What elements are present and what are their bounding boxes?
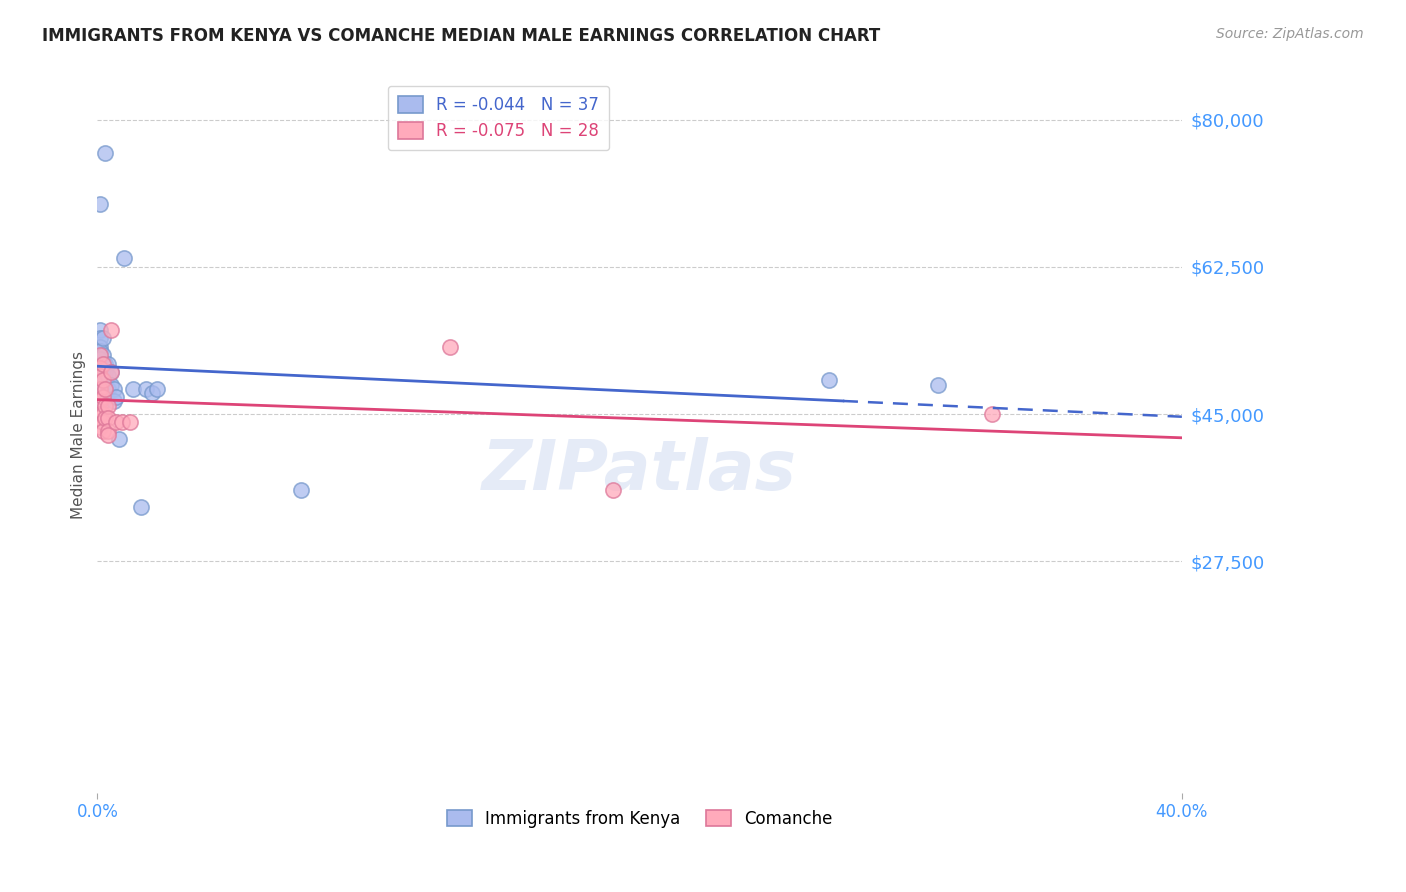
Point — [89, 369, 111, 384]
Point — [89, 323, 111, 337]
Point — [91, 365, 114, 379]
Point — [927, 377, 949, 392]
Point — [121, 382, 143, 396]
Point — [94, 357, 117, 371]
Point — [91, 394, 114, 409]
Point — [602, 483, 624, 497]
Point — [94, 146, 117, 161]
Point — [91, 377, 114, 392]
Point — [97, 382, 120, 396]
Point — [89, 196, 111, 211]
Point — [141, 386, 163, 401]
Point — [89, 369, 111, 384]
Point — [89, 340, 111, 354]
Point — [89, 360, 111, 375]
Point — [100, 365, 122, 379]
Point — [981, 407, 1004, 421]
Point — [89, 348, 111, 362]
Point — [818, 373, 841, 387]
Point — [103, 382, 125, 396]
Point — [97, 399, 120, 413]
Point — [91, 373, 114, 387]
Point — [114, 252, 136, 266]
Point — [89, 360, 111, 375]
Point — [89, 407, 111, 421]
Point — [94, 399, 117, 413]
Point — [89, 343, 111, 358]
Point — [91, 424, 114, 438]
Point — [290, 483, 312, 497]
Point — [118, 416, 141, 430]
Point — [97, 411, 120, 425]
Point — [91, 357, 114, 371]
Point — [94, 365, 117, 379]
Point — [439, 340, 461, 354]
Point — [89, 382, 111, 396]
Point — [100, 377, 122, 392]
Point — [89, 394, 111, 409]
Point — [91, 373, 114, 387]
Text: IMMIGRANTS FROM KENYA VS COMANCHE MEDIAN MALE EARNINGS CORRELATION CHART: IMMIGRANTS FROM KENYA VS COMANCHE MEDIAN… — [42, 27, 880, 45]
Point — [105, 390, 128, 404]
Point — [89, 352, 111, 367]
Point — [91, 331, 114, 345]
Point — [91, 416, 114, 430]
Point — [100, 365, 122, 379]
Point — [91, 407, 114, 421]
Point — [100, 323, 122, 337]
Point — [105, 416, 128, 430]
Point — [103, 394, 125, 409]
Point — [89, 419, 111, 434]
Point — [94, 411, 117, 425]
Point — [94, 382, 117, 396]
Point — [91, 348, 114, 362]
Point — [97, 424, 120, 438]
Point — [97, 369, 120, 384]
Text: ZIPatlas: ZIPatlas — [482, 437, 797, 504]
Point — [89, 331, 111, 345]
Point — [97, 428, 120, 442]
Point — [146, 382, 169, 396]
Y-axis label: Median Male Earnings: Median Male Earnings — [72, 351, 86, 519]
Point — [129, 500, 152, 514]
Point — [91, 386, 114, 401]
Point — [91, 390, 114, 404]
Point — [108, 432, 131, 446]
Point — [97, 357, 120, 371]
Legend: Immigrants from Kenya, Comanche: Immigrants from Kenya, Comanche — [440, 803, 839, 834]
Point — [111, 416, 134, 430]
Point — [94, 373, 117, 387]
Text: Source: ZipAtlas.com: Source: ZipAtlas.com — [1216, 27, 1364, 41]
Point — [135, 382, 157, 396]
